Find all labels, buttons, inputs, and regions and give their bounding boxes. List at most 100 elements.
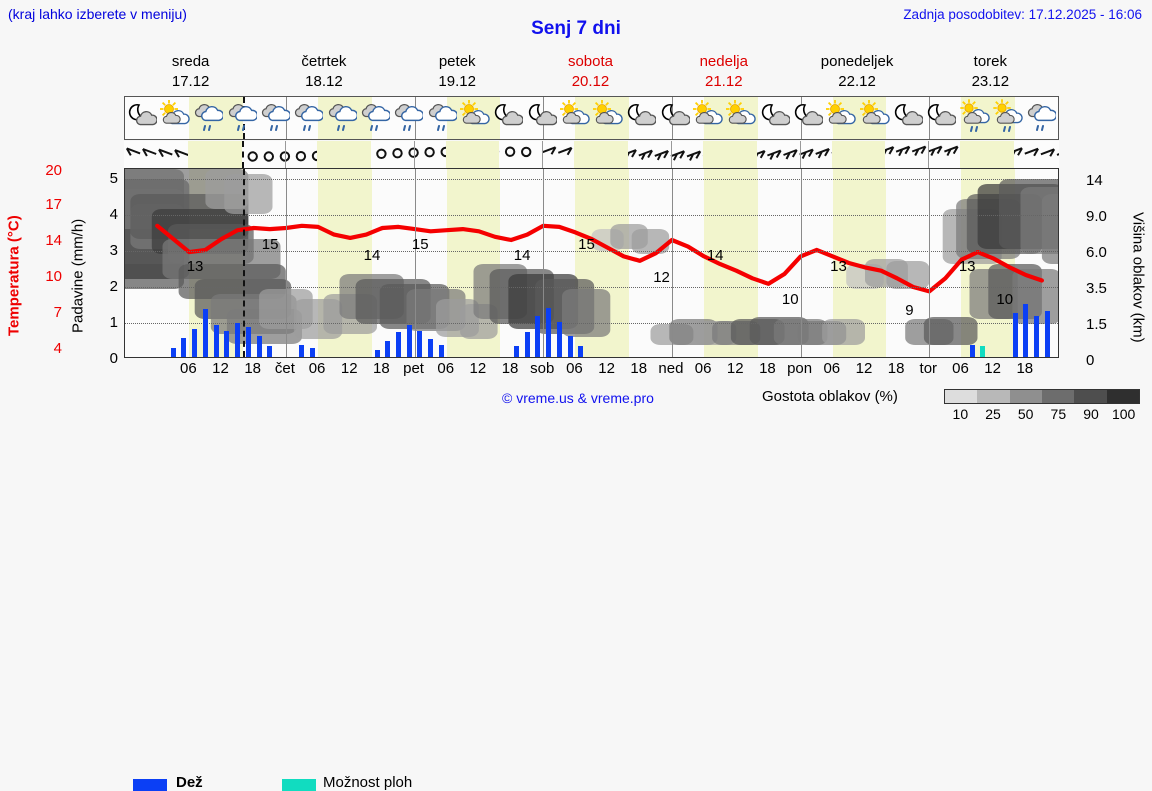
x-tick-label: 12 bbox=[855, 360, 873, 377]
day-name: nedelja bbox=[699, 53, 748, 70]
weather-icon-cloud-rain bbox=[360, 98, 390, 138]
day-date: 22.12 bbox=[838, 73, 876, 90]
weather-icon-moon-cloud bbox=[626, 98, 657, 138]
cloud-density-step-label: 10 bbox=[952, 406, 969, 422]
precipitation-tick: 4 bbox=[109, 206, 118, 223]
day-divider bbox=[284, 141, 286, 168]
cloud-density-color-scale bbox=[944, 389, 1140, 404]
rain-bar bbox=[1023, 303, 1029, 357]
day-name: torek bbox=[973, 53, 1008, 70]
x-tick-label: 06 bbox=[566, 360, 583, 377]
rain-bar bbox=[256, 335, 262, 357]
cloud-height-axis-title: Višina oblakov (km) bbox=[1129, 211, 1147, 343]
gridline-day bbox=[800, 169, 802, 357]
temperature-value-label: 9 bbox=[905, 301, 914, 319]
rain-bar bbox=[1012, 312, 1018, 357]
x-tick-label: 12 bbox=[212, 360, 229, 377]
gridline-horizontal bbox=[125, 323, 1058, 324]
rain-bar bbox=[310, 348, 316, 357]
weather-icon-cloud-rain bbox=[427, 98, 457, 138]
rain-bar bbox=[245, 326, 251, 357]
precipitation-axis-title: Padavine (mm/h) bbox=[69, 218, 87, 334]
day-divider bbox=[799, 141, 801, 168]
x-tick-label: 06 bbox=[180, 360, 197, 377]
precipitation-tick: 1 bbox=[109, 314, 118, 331]
gridline-day bbox=[671, 169, 673, 357]
cloud-density-step-75 bbox=[1041, 390, 1075, 403]
x-tick-label: ned bbox=[658, 360, 684, 377]
x-tick-label: 06 bbox=[437, 360, 455, 377]
weather-icon-moon-cloud bbox=[127, 98, 157, 138]
cloud-height-axis-ticks: 14 9.0 6.0 3.5 1.5 0 bbox=[1086, 160, 1124, 380]
day-header-6: torek 23.12 bbox=[924, 50, 1057, 94]
cloud-density-step-label: 50 bbox=[1017, 406, 1034, 422]
weather-icon-sun-cloud-rain bbox=[993, 98, 1023, 138]
temperature-value-label: 13 bbox=[958, 258, 976, 276]
weather-icon-strip bbox=[124, 96, 1059, 140]
cloud-density-step-label: 25 bbox=[985, 406, 1001, 422]
rain-bar bbox=[181, 337, 187, 357]
precipitation-tick: 3 bbox=[109, 242, 118, 259]
temperature-tick: 20 bbox=[45, 162, 62, 179]
day-date: 21.12 bbox=[705, 73, 743, 90]
x-tick-label: 12 bbox=[340, 360, 358, 377]
page-title: Senj 7 dni bbox=[531, 18, 621, 39]
temperature-tick: 10 bbox=[45, 268, 62, 285]
temperature-tick: 7 bbox=[53, 304, 62, 321]
day-header-1: četrtek 18.12 bbox=[257, 50, 390, 94]
cloud-height-tick: 0 bbox=[1086, 352, 1095, 369]
daylight-band bbox=[188, 141, 242, 168]
x-tick-label: 18 bbox=[244, 360, 262, 377]
rain-bar bbox=[578, 346, 584, 357]
day-name: sobota bbox=[567, 53, 613, 70]
rain-bar bbox=[213, 325, 219, 357]
x-tick-label: 06 bbox=[823, 360, 841, 377]
x-axis-tick-labels: 06 12 18 čet 06 12 18 pet 06 12 18 sob 06 12 18 ned 06 12… bbox=[124, 360, 1059, 382]
temperature-value-label: 14 bbox=[706, 247, 724, 265]
day-divider bbox=[928, 141, 930, 168]
rain-bar bbox=[969, 344, 975, 357]
temperature-value-label: 14 bbox=[363, 247, 381, 265]
weather-icon-moon-cloud bbox=[926, 98, 957, 138]
temperature-value-label: 13 bbox=[830, 258, 847, 276]
temperature-value-label: 13 bbox=[186, 258, 204, 276]
x-tick-label: tor bbox=[919, 360, 938, 377]
rain-bar bbox=[267, 346, 273, 357]
weather-icon-sun-cloud bbox=[459, 98, 490, 138]
day-name: petek bbox=[438, 53, 476, 70]
day-name: ponedeljek bbox=[820, 53, 894, 70]
precipitation-tick: 5 bbox=[109, 170, 118, 187]
wind-barb-strip bbox=[124, 141, 1088, 168]
gridline-horizontal bbox=[125, 287, 1058, 288]
weather-icon-sun-cloud bbox=[159, 98, 190, 138]
cloud-height-tick: 14 bbox=[1086, 172, 1103, 189]
temperature-value-label: 10 bbox=[781, 290, 799, 308]
x-tick-label: 12 bbox=[726, 360, 744, 377]
precipitation-tick: 2 bbox=[109, 278, 118, 295]
cloud-density-legend-title: Gostota oblakov (%) bbox=[762, 388, 898, 405]
rain-bar bbox=[513, 346, 519, 357]
temperature-tick: 4 bbox=[53, 340, 62, 357]
temperature-value-label: 12 bbox=[653, 269, 670, 286]
day-date: 23.12 bbox=[971, 73, 1010, 90]
temperature-tick: 14 bbox=[45, 232, 62, 249]
rain-legend-label: Dež bbox=[176, 774, 203, 791]
precipitation-axis-ticks: 5 4 3 2 1 0 bbox=[92, 160, 118, 380]
cloud-density-step-50 bbox=[1009, 390, 1042, 403]
x-tick-label: 06 bbox=[952, 360, 969, 377]
shower-bar bbox=[980, 346, 986, 357]
gridline-day bbox=[929, 169, 931, 357]
rain-legend-swatch bbox=[133, 779, 167, 791]
rain-bar bbox=[417, 330, 423, 357]
weather-icon-sun-cloud bbox=[559, 98, 590, 138]
shower-legend-swatch bbox=[282, 779, 316, 791]
day-header-band: sreda 17.12 četrtek 18.12 petek 19.12 sobota 20… bbox=[124, 50, 1059, 94]
x-tick-label: 06 bbox=[694, 360, 712, 377]
cloud-height-tick: 9.0 bbox=[1086, 208, 1107, 225]
x-tick-label: 06 bbox=[308, 360, 326, 377]
x-tick-label: 18 bbox=[373, 360, 390, 377]
rain-bar bbox=[202, 309, 208, 357]
temperature-value-label: 10 bbox=[996, 290, 1014, 308]
gridline-day bbox=[285, 169, 287, 357]
day-divider bbox=[542, 141, 544, 168]
